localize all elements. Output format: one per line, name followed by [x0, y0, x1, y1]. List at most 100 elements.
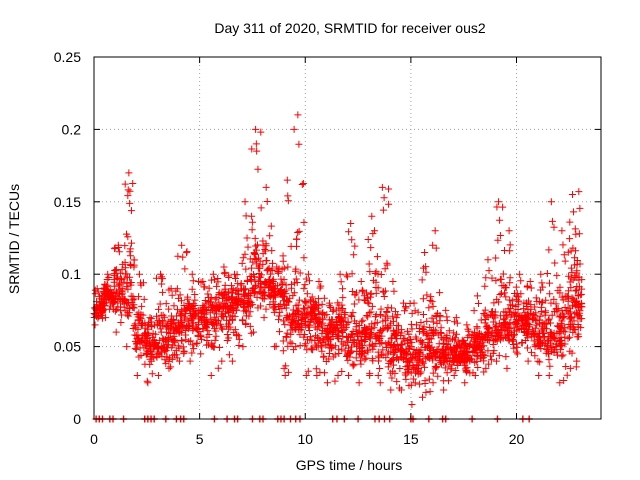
- data-point: [365, 323, 373, 331]
- data-point: [488, 356, 496, 364]
- data-point: [126, 245, 134, 253]
- data-point: [523, 330, 531, 338]
- data-point: [159, 316, 167, 324]
- data-point-peak: [126, 187, 134, 195]
- data-point: [545, 279, 553, 287]
- data-point-peak: [115, 248, 123, 256]
- data-point: [476, 329, 484, 337]
- data-point: [571, 272, 579, 280]
- data-point: [291, 267, 299, 275]
- data-point: [472, 343, 480, 351]
- data-point: [352, 354, 360, 362]
- data-point-peak: [390, 287, 398, 295]
- data-point: [155, 305, 163, 313]
- y-tick-label: 0: [73, 411, 81, 427]
- data-point: [334, 326, 342, 334]
- data-point: [325, 349, 333, 357]
- data-point: [422, 388, 430, 396]
- data-point: [536, 358, 544, 366]
- data-point-low: [323, 379, 331, 387]
- data-point: [383, 259, 391, 267]
- data-point: [301, 331, 309, 339]
- plot-frame: [93, 56, 602, 420]
- data-point: [135, 353, 143, 361]
- data-point-peak: [506, 241, 514, 249]
- data-point: [121, 180, 129, 188]
- data-point: [419, 351, 427, 359]
- data-point: [179, 343, 187, 351]
- data-point: [248, 212, 256, 220]
- data-point: [105, 288, 113, 296]
- data-point: [371, 332, 379, 340]
- data-point: [473, 337, 481, 345]
- data-point: [225, 351, 233, 359]
- data-point: [350, 300, 358, 308]
- data-point: [363, 289, 371, 297]
- data-point: [364, 298, 372, 306]
- data-point: [563, 371, 571, 379]
- data-point: [188, 285, 196, 293]
- data-point: [339, 294, 347, 302]
- data-point: [553, 272, 561, 280]
- data-point: [181, 265, 189, 273]
- data-point: [377, 305, 385, 313]
- data-point: [427, 327, 435, 335]
- data-point: [539, 329, 547, 337]
- data-point: [183, 249, 191, 257]
- data-point: [358, 318, 366, 326]
- data-point: [376, 326, 384, 334]
- data-point: [118, 311, 126, 319]
- data-point: [180, 301, 188, 309]
- data-point: [434, 309, 442, 317]
- data-point: [560, 377, 568, 385]
- data-point: [568, 349, 576, 357]
- data-point-peak: [389, 277, 397, 285]
- data-point: [390, 331, 398, 339]
- data-point: [121, 242, 129, 250]
- data-point: [389, 312, 397, 320]
- data-point: [558, 306, 566, 314]
- data-point: [229, 306, 237, 314]
- data-point: [343, 352, 351, 360]
- data-point: [315, 311, 323, 319]
- data-point: [382, 340, 390, 348]
- data-point: [188, 316, 196, 324]
- data-point: [407, 342, 415, 350]
- data-point: [571, 254, 579, 262]
- data-point: [345, 228, 353, 236]
- data-point: [374, 270, 382, 278]
- data-point-peak: [284, 197, 292, 205]
- data-point: [270, 285, 278, 293]
- data-point-low: [260, 314, 268, 322]
- data-point: [261, 246, 269, 254]
- data-point: [480, 310, 488, 318]
- data-point: [328, 316, 336, 324]
- data-point-peak: [358, 286, 366, 294]
- data-point: [212, 332, 220, 340]
- data-point: [210, 320, 218, 328]
- data-point-low: [408, 401, 416, 409]
- data-point-peak: [93, 285, 101, 293]
- data-point: [239, 303, 247, 311]
- data-point-low: [471, 372, 479, 380]
- data-point: [428, 354, 436, 362]
- data-point: [547, 299, 555, 307]
- data-point: [350, 251, 358, 259]
- data-point: [219, 325, 227, 333]
- data-point: [566, 278, 574, 286]
- data-point: [366, 268, 374, 276]
- data-point: [545, 246, 553, 254]
- axis-ticks: 0 5 10 15 20 0 0.05 0.1 0.15 0.2 0.25: [54, 49, 601, 447]
- data-point: [544, 333, 552, 341]
- data-point-low: [556, 379, 564, 387]
- data-point-low: [281, 372, 289, 380]
- data-point: [410, 363, 418, 371]
- data-point: [349, 328, 357, 336]
- data-point: [350, 361, 358, 369]
- data-point: [282, 333, 290, 341]
- data-point: [351, 242, 359, 250]
- data-point-peak: [559, 241, 567, 249]
- data-point: [268, 259, 276, 267]
- data-point: [248, 145, 256, 153]
- data-point: [407, 381, 415, 389]
